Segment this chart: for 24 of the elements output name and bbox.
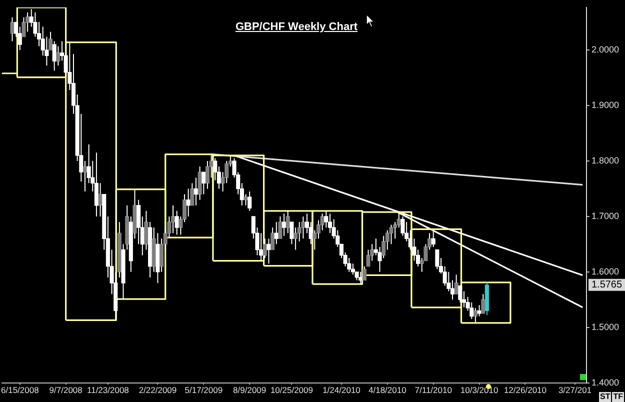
x-tick-label: 10/25/2009 <box>270 385 314 396</box>
text: ST <box>598 392 612 402</box>
x-tick-label: 5/17/2009 <box>184 385 223 396</box>
text: TF <box>612 392 624 402</box>
x-tick-label: 9/7/2008 <box>49 385 83 396</box>
x-tick-label: 10/3/2010 <box>460 385 498 396</box>
y-tick-label: 1.8000 <box>591 155 620 166</box>
y-tick-label: 1.9000 <box>591 100 620 110</box>
y-tick-label: 2.0000 <box>591 44 620 55</box>
x-tick-label: 8/9/2009 <box>233 385 266 396</box>
x-tick-label: 6/15/2008 <box>0 385 40 396</box>
x-tick-label: 1/24/2010 <box>322 385 361 396</box>
annotation: 1.5765 <box>591 280 622 291</box>
text: GBP/CHF Weekly Chart <box>234 21 359 33</box>
y-tick-label: 1.7000 <box>591 210 620 221</box>
x-tick-label: 11/23/2008 <box>86 385 130 396</box>
y-tick-label: 1.6000 <box>591 266 620 276</box>
x-tick-label: 7/11/2010 <box>414 385 452 396</box>
x-tick-label: 2/22/2009 <box>138 385 177 396</box>
x-tick-label: 12/26/2010 <box>504 385 547 396</box>
y-tick-label: 1.4000 <box>591 377 620 388</box>
x-tick-label: 3/27/201 <box>558 385 592 396</box>
x-tick-label: 4/18/2010 <box>368 385 407 396</box>
y-tick-label: 1.5000 <box>591 322 620 332</box>
